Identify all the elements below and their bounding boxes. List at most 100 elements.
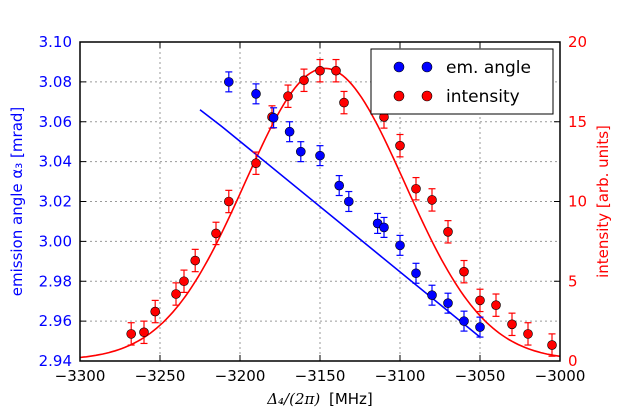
y-left-tick-label: 2.94 <box>39 352 72 370</box>
intensity-point <box>211 221 221 246</box>
angle-point <box>334 174 345 197</box>
angle-point <box>224 71 234 93</box>
angle-fit-line <box>199 109 481 338</box>
intensity-marker <box>523 329 533 339</box>
angle-point <box>268 107 279 129</box>
intensity-point <box>339 90 349 115</box>
intensity-point <box>523 322 533 346</box>
intensity-marker <box>171 289 181 299</box>
intensity-marker <box>459 266 469 277</box>
y-right-tick-label: 15 <box>568 113 587 131</box>
legend-marker-angle <box>393 61 405 73</box>
angle-marker <box>295 146 306 157</box>
y-right-tick-label: 10 <box>568 193 587 211</box>
y-left-tick-label: 3.00 <box>39 232 72 250</box>
intensity-marker <box>211 228 221 239</box>
intensity-marker <box>331 65 341 76</box>
legend-label-intensity: intensity <box>446 87 520 107</box>
intensity-point <box>224 189 234 214</box>
angle-marker <box>268 112 279 123</box>
intensity-point <box>251 151 261 175</box>
x-tick-label: −3300 <box>55 367 106 385</box>
intensity-marker <box>299 75 309 86</box>
y-right-tick-label: 20 <box>568 33 587 51</box>
intensity-marker <box>283 91 293 102</box>
angle-marker <box>343 196 354 207</box>
intensity-marker <box>224 196 234 207</box>
intensity-point <box>150 299 160 324</box>
legend-marker-angle <box>421 61 433 73</box>
intensity-point <box>547 333 557 357</box>
intensity-marker <box>547 340 557 350</box>
x-tick-label: −3150 <box>295 367 346 385</box>
intensity-point <box>139 320 149 345</box>
intensity-marker <box>179 276 189 287</box>
y-left-tick-label: 2.96 <box>39 312 72 330</box>
x-tick-label: −3050 <box>455 367 506 385</box>
intensity-point <box>395 133 405 158</box>
intensity-marker <box>411 183 421 194</box>
x-axis-label: Δ₄/(2π) [MHz] <box>266 390 373 408</box>
intensity-marker <box>443 227 453 237</box>
intensity-point <box>283 84 293 108</box>
angle-point <box>284 121 295 143</box>
x-axis-label-unit: [MHz] <box>329 390 373 408</box>
y-left-tick-label: 3.08 <box>39 73 72 91</box>
intensity-marker <box>126 329 136 339</box>
angle-point <box>379 216 389 238</box>
angle-marker <box>284 126 295 137</box>
angle-marker <box>379 222 389 233</box>
intensity-marker <box>507 319 517 330</box>
legend-box <box>370 48 554 115</box>
intensity-point <box>459 259 469 284</box>
angle-point <box>295 141 306 163</box>
angle-point <box>343 190 354 213</box>
angle-marker <box>427 290 437 301</box>
angle-point <box>251 83 261 105</box>
angle-marker <box>443 298 453 308</box>
y-left-tick-label: 2.98 <box>39 272 72 290</box>
angle-marker <box>411 268 421 279</box>
angle-point <box>475 316 485 338</box>
intensity-point <box>190 248 200 273</box>
x-tick-label: −3000 <box>535 367 586 385</box>
intensity-point <box>475 288 485 313</box>
angle-point <box>315 145 325 167</box>
intensity-point <box>427 188 437 212</box>
intensity-point <box>126 322 136 346</box>
plot-area <box>79 58 561 359</box>
intensity-point <box>411 176 421 201</box>
intensity-marker <box>395 140 405 151</box>
angle-marker <box>224 77 234 87</box>
angle-marker <box>334 180 345 191</box>
legend-marker-intensity <box>421 90 433 102</box>
y-right-tick-label: 5 <box>568 272 578 290</box>
angle-marker <box>251 89 261 99</box>
intensity-point <box>507 312 517 337</box>
intensity-marker <box>315 65 325 76</box>
angle-marker <box>459 316 469 326</box>
intensity-point <box>299 68 309 93</box>
y-left-tick-label: 3.06 <box>39 113 72 131</box>
y-left-tick-label: 3.10 <box>39 33 72 51</box>
x-tick-label: −3200 <box>215 367 266 385</box>
x-tick-label: −3250 <box>135 367 186 385</box>
y-axis-label-left: emission angle α₃ [mrad] <box>8 107 26 297</box>
y-right-tick-label: 0 <box>568 352 578 370</box>
x-axis-label-math: Δ₄/(2π) <box>266 390 320 408</box>
intensity-point <box>491 293 501 317</box>
intensity-marker <box>190 255 200 266</box>
intensity-marker <box>251 158 261 169</box>
intensity-point <box>315 58 325 83</box>
axes-ticks: −3300 −3250 −3200 −3150 −3100 −3050 −3000 2.94 2… <box>39 33 588 385</box>
angle-point <box>459 310 469 332</box>
y-axis-label-right: intensity [arb. units] <box>594 125 612 278</box>
intensity-point <box>443 220 453 244</box>
legend: em. angle intensity <box>370 48 554 115</box>
intensity-marker <box>150 306 160 317</box>
angle-marker <box>315 150 325 161</box>
angle-point <box>443 292 453 314</box>
angle-point <box>411 262 421 284</box>
intensity-point <box>331 58 341 83</box>
